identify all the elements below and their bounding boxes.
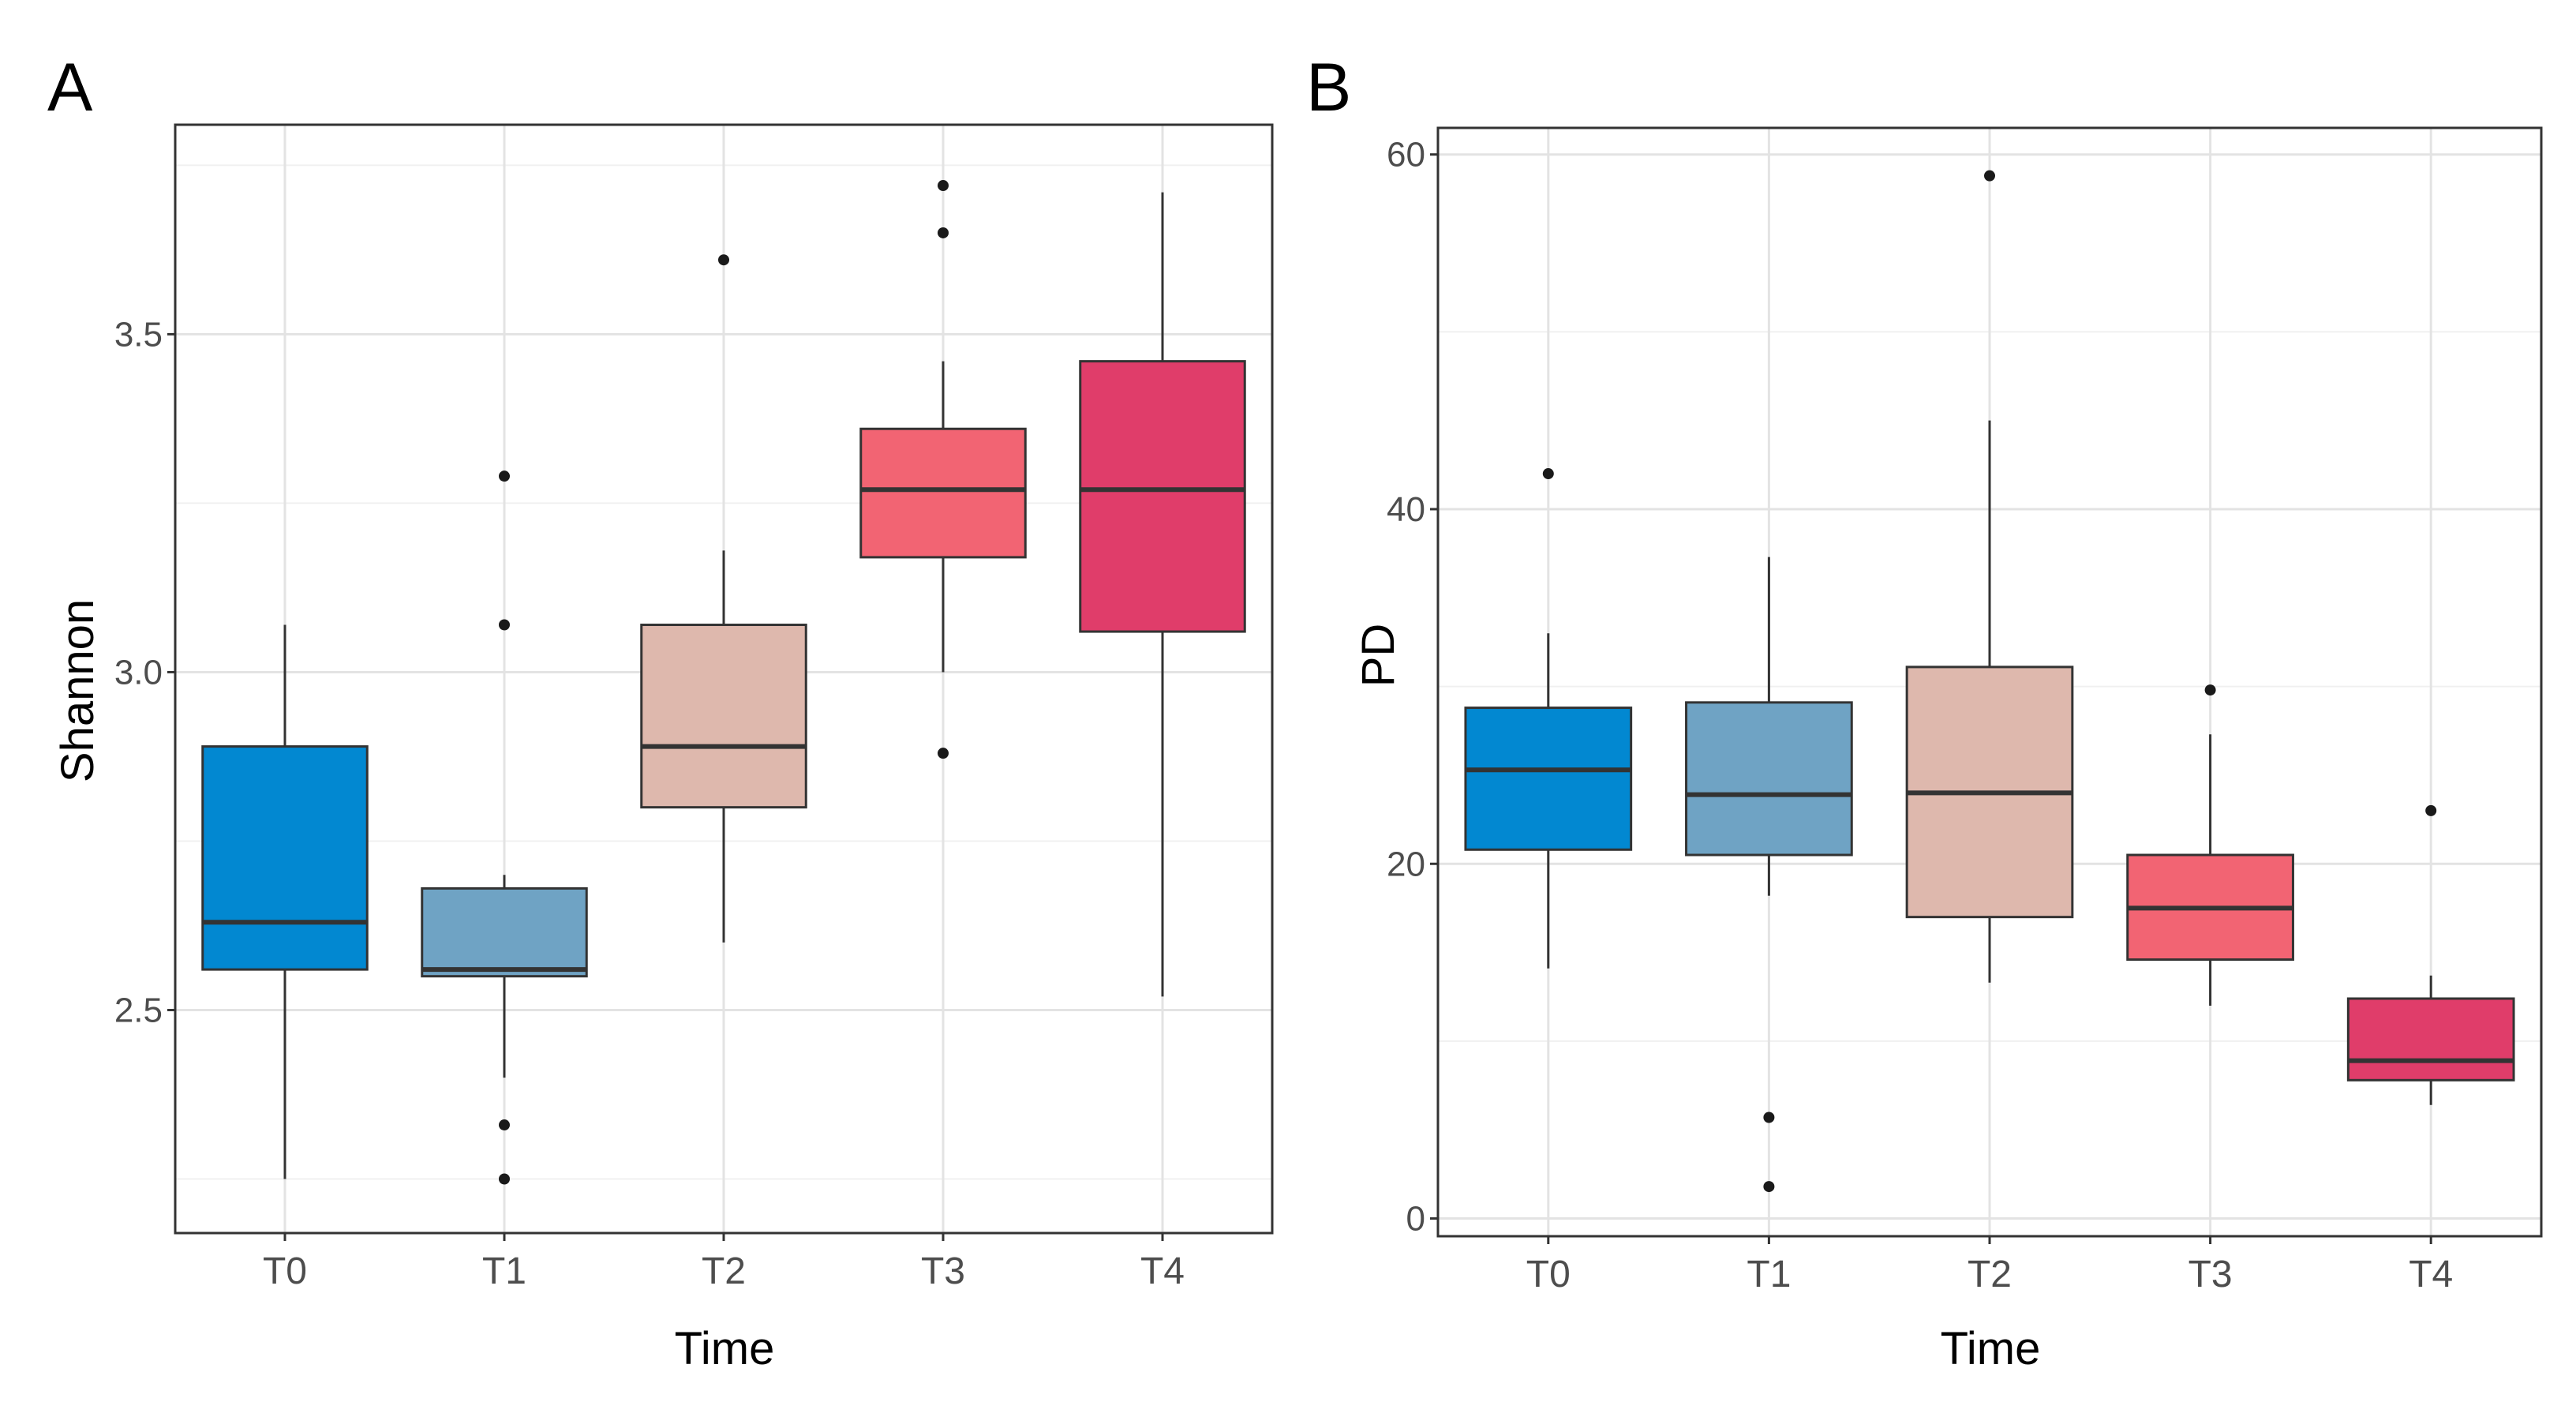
outlier-point	[499, 470, 510, 482]
y-tick-label: 3.5	[114, 315, 163, 354]
outlier-point	[2425, 804, 2437, 816]
outlier-point	[499, 1173, 510, 1185]
box-body	[859, 427, 1027, 559]
box-body	[1464, 707, 1633, 851]
outlier-point	[499, 619, 510, 631]
box-T3	[2126, 684, 2294, 1006]
panel-label: B	[1306, 50, 1351, 126]
box-body	[2346, 997, 2515, 1081]
x-tick-label: T3	[921, 1250, 965, 1292]
x-tick-label: T4	[1140, 1250, 1185, 1292]
x-tick-label: T1	[482, 1250, 526, 1292]
x-tick-label: T4	[2409, 1254, 2453, 1295]
outlier-point	[499, 1119, 510, 1131]
y-axis-title: Shannon	[52, 599, 103, 782]
box-T0	[1464, 468, 1633, 969]
x-tick-label: T1	[1747, 1254, 1791, 1295]
panel-label: A	[47, 50, 93, 126]
y-tick-label: 0	[1406, 1200, 1425, 1239]
x-tick-label: T3	[2188, 1254, 2233, 1295]
box-body	[1079, 360, 1246, 633]
x-axis-title: Time	[675, 1323, 775, 1374]
outlier-point	[718, 254, 729, 266]
x-axis-title: Time	[1941, 1323, 2041, 1374]
box-T0	[201, 624, 369, 1179]
panel-b: B 0 20 40 60 T0 T1 T2 T3 T4 Time PD	[1306, 50, 2543, 1374]
box-T4	[1079, 192, 1246, 997]
box-T1	[1685, 557, 1853, 1193]
x-tick-label: T2	[1968, 1254, 2012, 1295]
x-tick-label: T2	[702, 1250, 746, 1292]
y-tick-label: 3.0	[114, 653, 163, 692]
outlier-point	[1984, 170, 1995, 182]
y-tick-label: 20	[1387, 845, 1425, 883]
box-T3	[859, 180, 1027, 759]
x-tick-label: T0	[263, 1250, 307, 1292]
box-body	[201, 745, 369, 971]
box-body	[421, 887, 588, 978]
y-axis-title: PD	[1353, 624, 1404, 688]
y-tick-label: 2.5	[114, 991, 163, 1029]
y-tick-label: 60	[1387, 136, 1425, 174]
box-body	[640, 624, 807, 809]
y-tick-label: 40	[1387, 490, 1425, 529]
outlier-point	[1763, 1111, 1775, 1123]
outlier-point	[1763, 1181, 1775, 1193]
box-T2	[640, 254, 807, 943]
outlier-point	[938, 227, 949, 238]
outlier-point	[1542, 468, 1554, 480]
box-body	[1685, 701, 1853, 857]
box-T4	[2346, 804, 2515, 1105]
outlier-point	[2204, 684, 2216, 696]
x-tick-label: T0	[1526, 1254, 1571, 1295]
box-T2	[1905, 170, 2074, 983]
outlier-point	[938, 748, 949, 759]
box-T1	[421, 470, 588, 1185]
panel-a: A 2.5 3.0 3.5 T0 T1 T2 T3 T4 Time Shannon	[47, 50, 1274, 1374]
outlier-point	[938, 180, 949, 192]
